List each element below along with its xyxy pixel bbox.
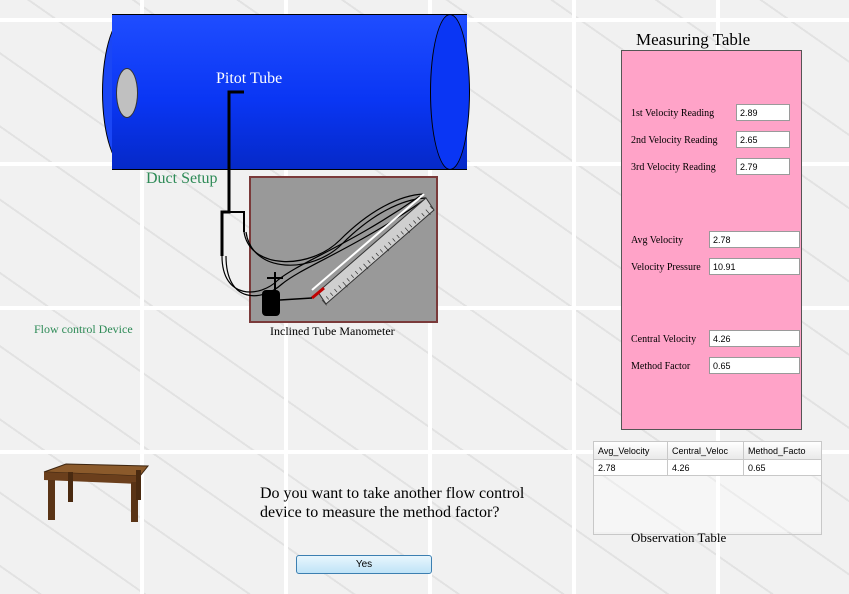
central-velocity-label: Central Velocity — [631, 334, 697, 345]
method-factor-label: Method Factor — [631, 361, 691, 372]
third-velocity-field[interactable]: 2.79 — [736, 158, 790, 175]
manometer-hose-icon — [221, 193, 427, 297]
second-velocity-field[interactable]: 2.65 — [736, 131, 790, 148]
table-empty-area — [594, 476, 821, 532]
table-cell[interactable]: 4.26 — [668, 460, 744, 476]
column-header-avg-velocity[interactable]: Avg_Velocity — [594, 442, 668, 460]
table-icon[interactable] — [40, 462, 152, 524]
avg-velocity-field[interactable]: 2.78 — [709, 231, 800, 248]
scale-ticks-icon — [321, 205, 433, 306]
central-velocity-field[interactable]: 4.26 — [709, 330, 800, 347]
velocity-pressure-label: Velocity Pressure — [631, 262, 701, 273]
pitot-tube-label: Pitot Tube — [216, 70, 283, 87]
first-velocity-field[interactable]: 2.89 — [736, 104, 790, 121]
duct-right-end — [430, 14, 470, 170]
second-velocity-label: 2nd Velocity Reading — [631, 135, 718, 146]
duct-setup-label: Duct Setup — [146, 170, 218, 187]
pitot-tube-icon — [220, 90, 245, 256]
table-cell[interactable]: 0.65 — [744, 460, 821, 476]
inclined-scale-icon — [311, 193, 435, 305]
yes-button[interactable]: Yes — [296, 555, 432, 574]
flow-control-device-label[interactable]: Flow control Device — [34, 322, 133, 336]
observation-table-grid[interactable]: Avg_Velocity Central_Veloc Method_Facto … — [593, 441, 822, 535]
table-cell[interactable]: 2.78 — [594, 460, 668, 476]
column-header-central-velocity[interactable]: Central_Veloc — [668, 442, 744, 460]
observation-table-label: Observation Table — [631, 530, 727, 545]
duct-pipe — [112, 14, 467, 170]
avg-velocity-label: Avg Velocity — [631, 235, 684, 246]
prompt-question: Do you want to take another flow control… — [260, 485, 525, 521]
duct-opening — [116, 68, 138, 118]
column-header-method-factor[interactable]: Method_Facto — [744, 442, 821, 460]
third-velocity-label: 3rd Velocity Reading — [631, 162, 716, 173]
manometer-reservoir-icon — [262, 272, 313, 316]
manometer-fluid-icon — [311, 286, 325, 300]
measuring-table-title: Measuring Table — [636, 30, 751, 49]
velocity-pressure-field[interactable]: 10.91 — [709, 258, 800, 275]
method-factor-field[interactable]: 0.65 — [709, 357, 800, 374]
first-velocity-label: 1st Velocity Reading — [631, 108, 715, 119]
manometer-label: Inclined Tube Manometer — [270, 324, 395, 338]
